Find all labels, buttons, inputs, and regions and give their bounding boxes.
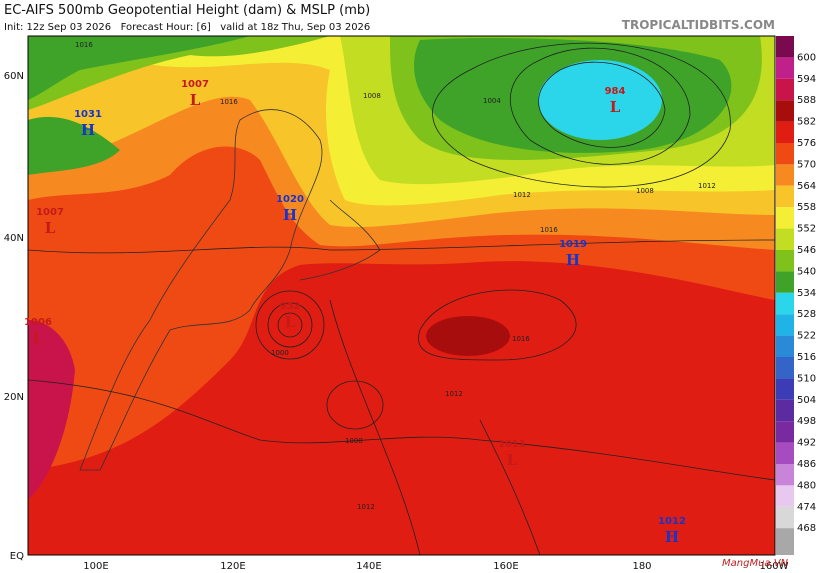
colorbar-swatch xyxy=(776,314,794,336)
center-pressure: 952 xyxy=(280,301,301,312)
colorbar-swatch xyxy=(776,271,794,293)
colorbar-swatch xyxy=(776,143,794,165)
colorbar-swatch xyxy=(776,464,794,486)
colorbar-label: 522 xyxy=(797,331,816,342)
colorbar-swatch xyxy=(776,121,794,143)
colorbar-swatch xyxy=(776,250,794,272)
lat-label: EQ xyxy=(10,551,24,562)
isobar-label: 1012 xyxy=(698,182,716,190)
center-letter: H xyxy=(81,121,95,139)
center-letter: H xyxy=(665,528,679,546)
center-letter: L xyxy=(190,91,201,109)
isobar-label: 1008 xyxy=(345,437,363,445)
colorbar-label: 492 xyxy=(797,438,816,449)
colorbar-label: 546 xyxy=(797,245,816,256)
colorbar-swatch xyxy=(776,100,794,122)
isobar-label: 1012 xyxy=(445,390,463,398)
colorbar-label: 534 xyxy=(797,288,816,299)
colorbar-swatch xyxy=(776,442,794,464)
colorbar-label: 552 xyxy=(797,224,816,235)
isobar-label: 1012 xyxy=(357,503,375,511)
isobar-label: 1016 xyxy=(220,98,238,106)
colorbar-label: 570 xyxy=(797,159,816,170)
lon-label: 180 xyxy=(632,561,651,572)
colorbar-label: 582 xyxy=(797,117,816,128)
colorbar-swatch xyxy=(776,485,794,507)
center-letter: H xyxy=(566,251,580,269)
colorbar-swatch xyxy=(776,399,794,422)
colorbar-label: 504 xyxy=(797,395,816,406)
center-pressure: 1020 xyxy=(276,194,304,205)
colorbar-swatch xyxy=(776,528,794,555)
center-letter: L xyxy=(610,98,621,116)
title: EC-AIFS 500mb Geopotential Height (dam) … xyxy=(4,3,370,18)
colorbar-swatch xyxy=(776,78,794,101)
colorbar-label: 486 xyxy=(797,459,816,470)
colorbar-label: 468 xyxy=(797,523,816,534)
colorbar-label: 588 xyxy=(797,95,816,106)
colorbar-swatch xyxy=(776,292,794,315)
isobar-label: 1016 xyxy=(512,335,530,343)
center-pressure: 984 xyxy=(605,86,626,97)
lat-label: 60N xyxy=(4,71,24,82)
center-pressure: 1011 xyxy=(498,439,526,450)
colorbar-swatch xyxy=(776,228,794,250)
colorbar-label: 516 xyxy=(797,352,816,363)
isobar-label: 1012 xyxy=(513,191,531,199)
center-pressure: 1019 xyxy=(559,239,587,250)
colorbar-swatch xyxy=(776,57,794,79)
center-letter: L xyxy=(507,451,518,469)
subtitle: Init: 12z Sep 03 2026 Forecast Hour: [6]… xyxy=(4,22,370,33)
center-letter: L xyxy=(33,329,44,347)
pressure-centers: 1031H1007L1020H1007L1006L952L984L1019H10… xyxy=(24,79,686,546)
colorbar-label: 558 xyxy=(797,202,816,213)
colorbar-swatch xyxy=(776,421,794,443)
lat-label: 20N xyxy=(4,392,24,403)
colorbar-label: 564 xyxy=(797,181,816,192)
colorbar-label: 528 xyxy=(797,309,816,320)
site-credit: TROPICALTIDBITS.COM xyxy=(622,18,775,32)
colorbar-label: 480 xyxy=(797,480,816,491)
center-letter: L xyxy=(45,219,56,237)
colorbar-label: 600 xyxy=(797,52,816,63)
lon-label: 160W xyxy=(760,561,789,572)
colorbar: 600 594 588 582 576 570 564 558 552 546 540 534 528 5… xyxy=(776,36,816,555)
isobar-label: 1008 xyxy=(363,92,381,100)
colorbar-label: 510 xyxy=(797,373,816,384)
lat-label: 40N xyxy=(4,233,24,244)
lon-label: 160E xyxy=(493,561,518,572)
colorbar-swatch xyxy=(776,378,794,400)
isobar-label: 1008 xyxy=(636,187,654,195)
colorbar-label: 594 xyxy=(797,74,816,85)
colorbar-swatch xyxy=(776,164,794,186)
center-pressure: 1012 xyxy=(658,516,686,527)
center-letter: H xyxy=(283,206,297,224)
watermark: MangMua.VN xyxy=(722,558,789,569)
axis-labels: 60N 40N 20N EQ 100E 120E 140E 160E 180 1… xyxy=(4,71,789,572)
colorbar-label: 540 xyxy=(797,266,816,277)
colorbar-top xyxy=(776,36,794,58)
colorbar-swatch xyxy=(776,207,794,229)
colorbar-swatch xyxy=(776,335,794,357)
isobar-label: 1016 xyxy=(540,226,558,234)
center-pressure: 1006 xyxy=(24,317,52,328)
center-pressure: 1007 xyxy=(36,207,64,218)
isobar-label: 1016 xyxy=(75,41,93,49)
colorbar-label: 576 xyxy=(797,138,816,149)
colorbar-label: 474 xyxy=(797,502,816,513)
isobar-label: 1004 xyxy=(483,97,501,105)
colorbar-swatch xyxy=(776,357,794,379)
lon-label: 100E xyxy=(83,561,108,572)
colorbar-label: 498 xyxy=(797,416,816,427)
isobar-label: 1000 xyxy=(271,349,289,357)
lon-label: 120E xyxy=(220,561,245,572)
colorbar-swatch xyxy=(776,506,794,529)
lon-label: 140E xyxy=(356,561,381,572)
center-letter: L xyxy=(285,313,296,331)
center-pressure: 1007 xyxy=(181,79,209,90)
colorbar-swatch xyxy=(776,185,794,208)
map: 1016 1016 1008 1012 1004 1016 1012 1008 … xyxy=(27,35,776,556)
center-pressure: 1031 xyxy=(74,109,102,120)
